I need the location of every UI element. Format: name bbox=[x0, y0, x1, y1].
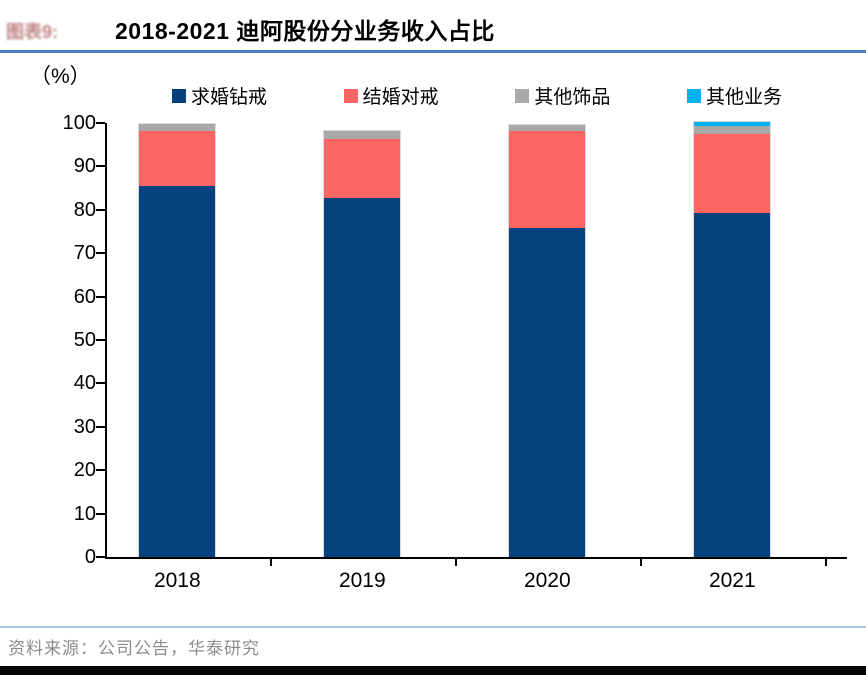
legend-swatch-icon bbox=[343, 88, 358, 103]
bar-segment-其他饰品 bbox=[694, 126, 771, 134]
y-axis-tick bbox=[96, 165, 105, 168]
y-axis-tick-label: 100 bbox=[62, 112, 96, 134]
y-axis-tick bbox=[96, 512, 105, 515]
legend-label: 求婚钻戒 bbox=[191, 87, 268, 108]
y-axis-tick bbox=[96, 556, 105, 558]
y-axis-tick bbox=[96, 295, 105, 298]
stacked-bar-2019 bbox=[323, 129, 402, 557]
legend-label: 其他业务 bbox=[705, 87, 782, 108]
x-axis-tick bbox=[824, 559, 827, 566]
y-axis-tick-label: 60 bbox=[73, 285, 96, 308]
figure-tag: 图表9: bbox=[6, 22, 59, 42]
y-axis-tick bbox=[96, 469, 105, 472]
y-axis-tick-label: 50 bbox=[73, 329, 96, 351]
bar-segment-结婚对戒 bbox=[324, 138, 401, 198]
title-divider bbox=[0, 50, 866, 53]
y-axis-tick bbox=[96, 425, 105, 428]
legend-swatch-icon bbox=[515, 88, 530, 103]
bar-segment-结婚对戒 bbox=[509, 130, 586, 228]
y-axis-tick bbox=[96, 252, 105, 255]
legend-item-other-business: 其他业务 bbox=[686, 82, 782, 109]
y-axis-tick-label: 80 bbox=[73, 198, 96, 221]
legend-swatch-icon bbox=[686, 88, 701, 103]
bar-segment-结婚对戒 bbox=[139, 130, 216, 187]
bar-segment-求婚钻戒 bbox=[139, 186, 216, 557]
y-axis-unit-label: （%） bbox=[30, 65, 91, 88]
bar-segment-求婚钻戒 bbox=[694, 213, 771, 557]
legend-label: 其他饰品 bbox=[534, 87, 611, 108]
legend-item-other-jewelry: 其他饰品 bbox=[515, 82, 610, 109]
legend-item-wedding-rings: 结婚对戒 bbox=[343, 82, 439, 109]
source-note: 资料来源：公司公告，华泰研究 bbox=[8, 639, 260, 659]
legend-label: 结婚对戒 bbox=[362, 87, 439, 108]
x-axis-tick bbox=[454, 559, 457, 566]
x-axis-category-label: 2018 bbox=[153, 569, 201, 592]
stacked-bar-2018 bbox=[138, 123, 217, 557]
y-axis-tick-label: 90 bbox=[73, 155, 96, 178]
y-axis-tick bbox=[96, 208, 105, 211]
y-axis-tick bbox=[96, 122, 105, 124]
y-axis-tick-label: 30 bbox=[73, 415, 96, 438]
page-title: 2018-2021 迪阿股份分业务收入占比 bbox=[115, 18, 495, 44]
plot-area: 2018 2019 2020 2021 bbox=[96, 120, 847, 592]
bottom-bar bbox=[0, 666, 866, 675]
legend-swatch-icon bbox=[172, 88, 186, 103]
x-axis-category-label: 2021 bbox=[708, 569, 756, 592]
x-axis-tick bbox=[269, 559, 272, 566]
bar-segment-其他业务 bbox=[694, 121, 771, 127]
bar-segment-求婚钻戒 bbox=[509, 227, 586, 557]
y-axis-tick-label: 10 bbox=[73, 502, 96, 525]
bar-segment-其他饰品 bbox=[324, 130, 401, 139]
bar-segment-其他饰品 bbox=[509, 125, 586, 131]
x-axis-category-label: 2019 bbox=[338, 569, 386, 592]
bar-segment-其他饰品 bbox=[139, 124, 216, 131]
stacked-bar-2020 bbox=[508, 124, 587, 557]
legend-item-proposal-rings: 求婚钻戒 bbox=[172, 82, 267, 109]
x-axis-category-label: 2020 bbox=[523, 569, 571, 592]
x-axis-tick bbox=[639, 559, 642, 566]
footer-divider bbox=[0, 626, 866, 628]
stacked-bar-2021 bbox=[693, 120, 772, 557]
y-axis-tick-label: 20 bbox=[73, 459, 96, 482]
chart-legend: 求婚钻戒 结婚对戒 其他饰品 其他业务 bbox=[172, 82, 782, 109]
bar-segment-求婚钻戒 bbox=[324, 197, 401, 557]
y-axis-tick bbox=[96, 339, 105, 341]
y-axis-tick-label: 0 bbox=[84, 546, 96, 568]
y-axis-tick bbox=[96, 382, 105, 385]
y-axis-tick-label: 40 bbox=[73, 372, 96, 395]
y-axis-tick-label: 70 bbox=[73, 242, 96, 265]
bar-segment-结婚对戒 bbox=[694, 133, 771, 214]
